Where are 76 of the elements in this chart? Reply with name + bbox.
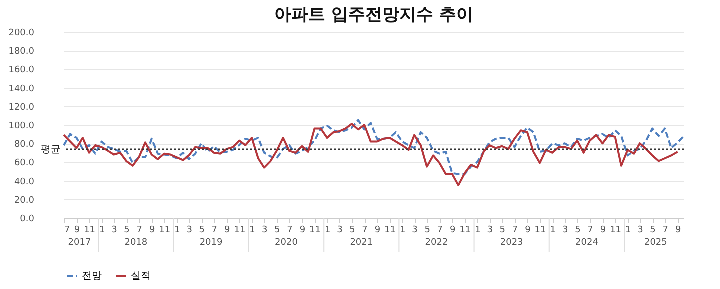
x-tick-label: 5: [350, 226, 356, 236]
text: 2018: [124, 238, 148, 248]
x-tick-label: 9: [74, 226, 80, 236]
x-tick-label: 9: [450, 226, 456, 236]
y-tick-label: 160.0: [8, 66, 35, 76]
y-tick-label: 40.0: [14, 177, 35, 188]
ref-line-label: 평균: [41, 144, 61, 156]
x-tick-label: 1: [550, 226, 556, 236]
x-tick-label: 9: [600, 226, 606, 236]
x-tick-label: 1: [625, 226, 632, 236]
x-tick-label: 9: [675, 226, 682, 236]
x-tick-label: 11: [610, 226, 622, 236]
legend-label: 실적: [131, 271, 151, 282]
text: 2025: [644, 238, 668, 248]
x-tick-label: 11: [534, 226, 546, 236]
text: 2020: [275, 238, 298, 248]
text: 2023: [500, 238, 524, 248]
x-tick-label: 5: [274, 226, 280, 236]
x-tick-label: 5: [575, 226, 581, 236]
line-series: [63, 123, 679, 186]
y-tick-label: 140.0: [8, 84, 35, 94]
x-tick-label: 5: [124, 226, 130, 236]
x-tick-label: 9: [374, 226, 381, 236]
x-tick-label: 1: [324, 226, 331, 236]
x-tick-label: 7: [362, 226, 368, 236]
y-tick-label: 200.0: [8, 28, 35, 38]
y-tick-label: 180.0: [8, 47, 35, 58]
x-tick-label: 7: [662, 226, 668, 236]
x-tick-label: 9: [525, 226, 532, 236]
x-tick-label: 11: [84, 226, 96, 236]
x-tick-label: 1: [174, 226, 180, 236]
chart-title: 아파트 입주전망지수 추이: [274, 5, 474, 25]
x-tick-label: 1: [250, 226, 256, 236]
x-tick-label: 11: [460, 226, 472, 236]
x-tick-label: 1: [99, 226, 106, 236]
x-tick-label: 3: [412, 226, 418, 236]
y-tick-label: 0.0: [20, 214, 35, 224]
x-tick-label: 7: [512, 226, 518, 236]
x-tick-label: 1: [400, 226, 406, 236]
x-tick-label: 7: [437, 226, 443, 236]
x-tick-label: 9: [224, 226, 231, 236]
y-tick-label: 80.0: [14, 140, 35, 150]
x-tick-label: 7: [64, 226, 70, 236]
x-tick-label: 7: [287, 226, 293, 236]
x-tick-label: 9: [149, 226, 156, 236]
x-tick-label: 3: [562, 226, 568, 236]
y-tick-label: 100.0: [8, 122, 35, 132]
text: 2022: [425, 238, 448, 248]
x-tick-label: 1: [475, 226, 481, 236]
x-tick-label: 5: [500, 226, 506, 236]
x-tick-label: 3: [638, 226, 644, 236]
x-tick-label: 3: [487, 226, 493, 236]
x-tick-label: 7: [136, 226, 142, 236]
y-tick-label: 20.0: [14, 196, 35, 206]
x-tick-label: 5: [424, 226, 430, 236]
x-tick-label: 5: [199, 226, 205, 236]
y-tick-label: 120.0: [8, 102, 35, 113]
text: 2017: [68, 238, 92, 248]
x-tick-label: 3: [262, 226, 268, 236]
text: 2019: [200, 238, 224, 248]
x-tick-label: 11: [159, 226, 171, 236]
x-tick-label: 9: [300, 226, 306, 236]
x-tick-label: 3: [186, 226, 192, 236]
text: 2024: [576, 238, 599, 248]
x-tick-label: 3: [112, 226, 118, 236]
line-series: [63, 119, 685, 176]
x-tick-label: 11: [384, 226, 396, 236]
legend-label: 전망: [82, 271, 102, 282]
x-tick-label: 5: [650, 226, 656, 236]
x-tick-label: 3: [337, 226, 343, 236]
text: 2021: [350, 238, 374, 248]
x-tick-label: 7: [588, 226, 594, 236]
x-tick-label: 11: [310, 226, 321, 236]
x-tick-label: 11: [234, 226, 246, 236]
x-tick-label: 7: [212, 226, 218, 236]
y-tick-label: 60.0: [14, 158, 35, 169]
